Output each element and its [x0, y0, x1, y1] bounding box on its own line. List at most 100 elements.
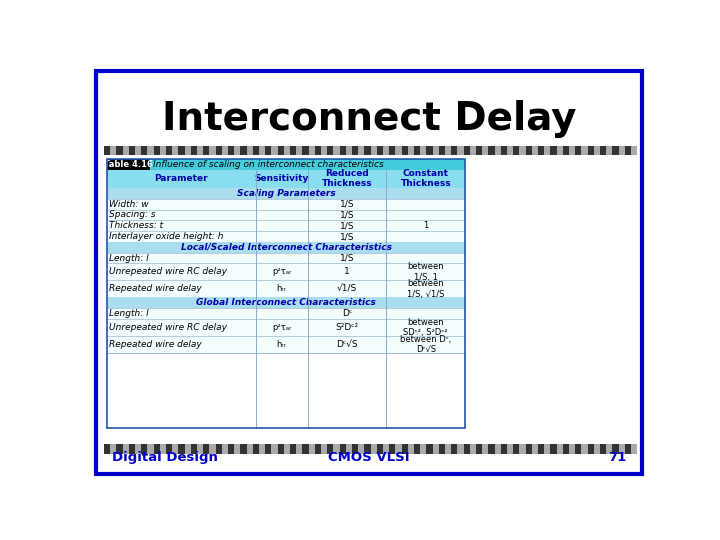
Bar: [495, 146, 500, 155]
Text: Local/Scaled Interconnect Characteristics: Local/Scaled Interconnect Characteristic…: [181, 243, 392, 252]
Text: 71: 71: [608, 451, 626, 464]
Bar: [327, 444, 333, 454]
Text: Interlayer oxide height: h: Interlayer oxide height: h: [109, 232, 224, 241]
Bar: [408, 146, 414, 155]
Text: Global Interconnect Characteristics: Global Interconnect Characteristics: [196, 298, 376, 307]
Bar: [408, 444, 414, 454]
Bar: [377, 146, 383, 155]
Bar: [203, 444, 210, 454]
Bar: [107, 220, 465, 231]
Bar: [184, 146, 191, 155]
Bar: [526, 146, 532, 155]
Bar: [377, 444, 383, 454]
Bar: [110, 146, 117, 155]
Bar: [107, 280, 465, 298]
Bar: [222, 444, 228, 454]
Bar: [340, 146, 346, 155]
Bar: [557, 146, 563, 155]
Bar: [495, 444, 500, 454]
Bar: [426, 444, 433, 454]
Bar: [210, 146, 215, 155]
Bar: [519, 444, 526, 454]
Text: 1/S: 1/S: [340, 200, 354, 208]
Bar: [575, 146, 581, 155]
Bar: [277, 444, 284, 454]
Bar: [538, 146, 544, 155]
Bar: [184, 444, 191, 454]
Bar: [148, 444, 153, 454]
Bar: [371, 444, 377, 454]
Bar: [265, 444, 271, 454]
Bar: [526, 444, 532, 454]
Bar: [469, 146, 476, 155]
Bar: [371, 146, 377, 155]
Bar: [234, 146, 240, 155]
Bar: [445, 444, 451, 454]
Bar: [107, 319, 465, 336]
Bar: [215, 146, 222, 155]
Bar: [550, 146, 557, 155]
Bar: [117, 146, 122, 155]
Bar: [104, 444, 110, 454]
Bar: [284, 146, 290, 155]
Bar: [420, 444, 426, 454]
Bar: [581, 146, 588, 155]
Bar: [222, 146, 228, 155]
Bar: [234, 444, 240, 454]
Bar: [215, 444, 222, 454]
Bar: [166, 146, 172, 155]
Bar: [197, 444, 203, 454]
Bar: [600, 146, 606, 155]
Bar: [606, 146, 612, 155]
Text: S²Dᶜ²: S²Dᶜ²: [336, 323, 359, 332]
Bar: [563, 146, 569, 155]
Bar: [457, 146, 464, 155]
Text: Sensitivity: Sensitivity: [254, 174, 309, 183]
Bar: [107, 308, 465, 319]
Bar: [606, 444, 612, 454]
Bar: [172, 444, 179, 454]
Bar: [107, 210, 465, 220]
Bar: [107, 264, 465, 280]
Text: Unrepeated wire RC delay: Unrepeated wire RC delay: [109, 267, 228, 276]
Bar: [150, 159, 465, 170]
Bar: [135, 146, 141, 155]
Bar: [563, 444, 569, 454]
Text: 1/S: 1/S: [340, 221, 354, 230]
Bar: [612, 444, 618, 454]
Bar: [532, 444, 538, 454]
Bar: [358, 146, 364, 155]
Bar: [107, 298, 465, 308]
Bar: [253, 146, 259, 155]
Text: Width: w: Width: w: [109, 200, 149, 208]
Bar: [107, 188, 465, 199]
Text: Length: l: Length: l: [109, 254, 149, 262]
Bar: [581, 444, 588, 454]
Bar: [364, 444, 371, 454]
Bar: [352, 444, 358, 454]
Bar: [426, 146, 433, 155]
Bar: [544, 444, 550, 454]
Text: Thickness: t: Thickness: t: [109, 221, 163, 230]
Bar: [594, 444, 600, 454]
Bar: [271, 444, 277, 454]
Text: 1/S: 1/S: [340, 254, 354, 262]
Bar: [433, 444, 438, 454]
Bar: [240, 444, 246, 454]
Bar: [129, 444, 135, 454]
Bar: [532, 146, 538, 155]
Bar: [513, 444, 519, 454]
Bar: [117, 444, 122, 454]
Bar: [575, 444, 581, 454]
Bar: [333, 444, 340, 454]
Bar: [569, 146, 575, 155]
Bar: [210, 444, 215, 454]
Bar: [197, 146, 203, 155]
Bar: [383, 146, 389, 155]
Bar: [107, 159, 150, 170]
Bar: [346, 444, 352, 454]
Text: Reduced
Thickness: Reduced Thickness: [322, 169, 372, 188]
Bar: [321, 444, 327, 454]
Text: CMOS VLSI: CMOS VLSI: [328, 451, 410, 464]
Bar: [107, 199, 465, 210]
